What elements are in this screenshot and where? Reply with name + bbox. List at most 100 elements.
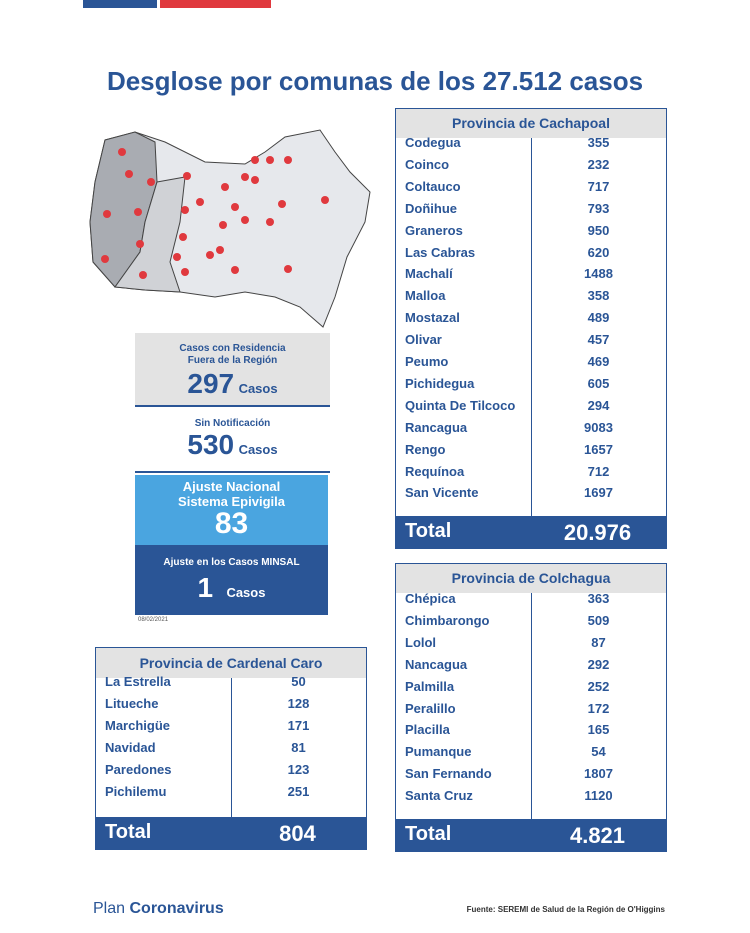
- box-unit: Casos: [238, 442, 278, 457]
- box-ajuste-nacional: Ajuste Nacional Sistema Epivigila 83: [135, 475, 328, 545]
- total-bar: Total 804: [95, 817, 367, 850]
- comuna-cases: 457: [587, 332, 610, 348]
- comuna-name: Chépica: [405, 591, 456, 606]
- comuna-name: La Estrella: [105, 674, 171, 689]
- box-label: Sin Notificación: [194, 418, 271, 429]
- comuna-name: Graneros: [405, 222, 463, 238]
- comuna-cases: 509: [587, 612, 610, 628]
- column-divider: [231, 678, 232, 817]
- total-value: 20.976: [563, 520, 632, 545]
- table-row: Rancagua 9083: [396, 420, 666, 442]
- table-row: Chépica 363: [396, 591, 666, 613]
- comuna-name: Las Cabras: [405, 244, 476, 260]
- box-value: 1: [197, 572, 214, 603]
- comuna-cases: 292: [587, 656, 610, 672]
- comuna-name: Palmilla: [405, 678, 455, 694]
- comuna-name: Peralillo: [405, 700, 456, 716]
- comuna-cases: 87: [591, 634, 606, 650]
- comuna-name: Machalí: [405, 266, 453, 282]
- comuna-name: Codegua: [405, 135, 461, 150]
- comuna-cases: 1697: [584, 485, 613, 501]
- table-cachapoal: Provincia de Cachapoal Codegua 355 Coinco 23…: [395, 108, 667, 549]
- table-row: Olivar 457: [396, 332, 666, 354]
- table-cardenal-caro: Provincia de Cardenal Caro La Estrella 50 L…: [95, 647, 367, 850]
- box-label: Ajuste en los Casos MINSAL: [163, 557, 300, 568]
- comuna-name: Nancagua: [405, 656, 468, 672]
- comuna-cases: 793: [587, 200, 610, 216]
- comuna-name: Doñihue: [405, 200, 457, 216]
- table-row: Pichilemu 251: [96, 784, 366, 806]
- table-row: Peumo 469: [396, 354, 666, 376]
- table-row: Requínoa 712: [396, 464, 666, 486]
- comuna-name: Pichilemu: [105, 783, 167, 799]
- table-row: Las Cabras 620: [396, 245, 666, 267]
- top-bar-red: [160, 0, 271, 8]
- comuna-name: Chimbarongo: [405, 612, 490, 628]
- table-row: Codegua 355: [396, 135, 666, 157]
- comuna-cases: 950: [587, 222, 610, 238]
- comuna-cases: 1120: [584, 788, 613, 804]
- comuna-cases: 9083: [584, 419, 613, 435]
- table-row: Chimbarongo 509: [396, 613, 666, 635]
- table-row: Lolol 87: [396, 635, 666, 657]
- comuna-name: Quinta De Tilcoco: [405, 397, 516, 413]
- table-row: Palmilla 252: [396, 679, 666, 701]
- table-row: La Estrella 50: [96, 674, 366, 696]
- box-unit: Casos: [238, 381, 278, 396]
- box-value: 530: [187, 429, 235, 460]
- comuna-name: Coinco: [405, 156, 450, 172]
- comuna-name: Pumanque: [405, 744, 472, 760]
- table-header: Provincia de Cachapoal: [396, 109, 666, 138]
- comuna-cases: 123: [287, 761, 310, 777]
- comuna-cases: 165: [587, 722, 610, 738]
- box-value: 297: [187, 368, 235, 399]
- comuna-cases: 50: [291, 674, 306, 689]
- footer-source: Fuente: SEREMI de Salud de la Región de …: [466, 905, 665, 914]
- table-row: Litueche 128: [96, 696, 366, 718]
- box-value: 83: [214, 507, 249, 540]
- comuna-name: Lolol: [405, 634, 437, 650]
- comuna-cases: 54: [591, 744, 606, 760]
- comuna-cases: 81: [291, 739, 306, 755]
- total-bar: Total 20.976: [395, 516, 667, 549]
- comuna-cases: 358: [587, 288, 610, 304]
- footer-coronavirus: Coronavirus: [129, 900, 224, 917]
- comuna-cases: 605: [587, 375, 610, 391]
- table-row: Paredones 123: [96, 762, 366, 784]
- table-row: Graneros 950: [396, 223, 666, 245]
- comuna-name: San Fernando: [405, 766, 492, 782]
- comuna-name: Pichidegua: [405, 375, 475, 391]
- comuna-cases: 363: [587, 591, 610, 606]
- comuna-cases: 1807: [584, 766, 613, 782]
- comuna-name: San Vicente: [405, 485, 479, 501]
- table-row: Pumanque 54: [396, 744, 666, 766]
- total-value: 4.821: [569, 823, 626, 848]
- table-row: Nancagua 292: [396, 657, 666, 679]
- table-row: Mostazal 489: [396, 310, 666, 332]
- box-label: Ajuste Nacional Sistema Epivigila: [178, 479, 285, 509]
- comuna-name: Litueche: [105, 695, 159, 711]
- comuna-cases: 1488: [584, 266, 613, 282]
- map-pins: [101, 148, 329, 279]
- table-row: Pichidegua 605: [396, 376, 666, 398]
- table-row: Coinco 232: [396, 157, 666, 179]
- total-label: Total: [405, 823, 452, 845]
- comuna-cases: 171: [287, 717, 310, 733]
- table-row: Malloa 358: [396, 288, 666, 310]
- comuna-name: Peumo: [405, 354, 449, 369]
- table-row: San Vicente 1697: [396, 485, 666, 507]
- comuna-name: Santa Cruz: [405, 788, 473, 804]
- comuna-name: Olivar: [405, 332, 442, 348]
- comuna-cases: 489: [587, 310, 610, 326]
- comuna-cases: 717: [587, 178, 610, 194]
- box-fuera: Casos con Residencia Fuera de la Región …: [135, 333, 330, 407]
- table-row: Rengo 1657: [396, 442, 666, 464]
- comuna-name: Requínoa: [405, 463, 465, 479]
- table-row: Machalí 1488: [396, 266, 666, 288]
- total-value: 804: [279, 821, 316, 846]
- top-bar-blue: [83, 0, 157, 8]
- comuna-cases: 355: [587, 135, 610, 150]
- comuna-name: Paredones: [105, 761, 172, 777]
- box-unit: Casos: [226, 585, 266, 600]
